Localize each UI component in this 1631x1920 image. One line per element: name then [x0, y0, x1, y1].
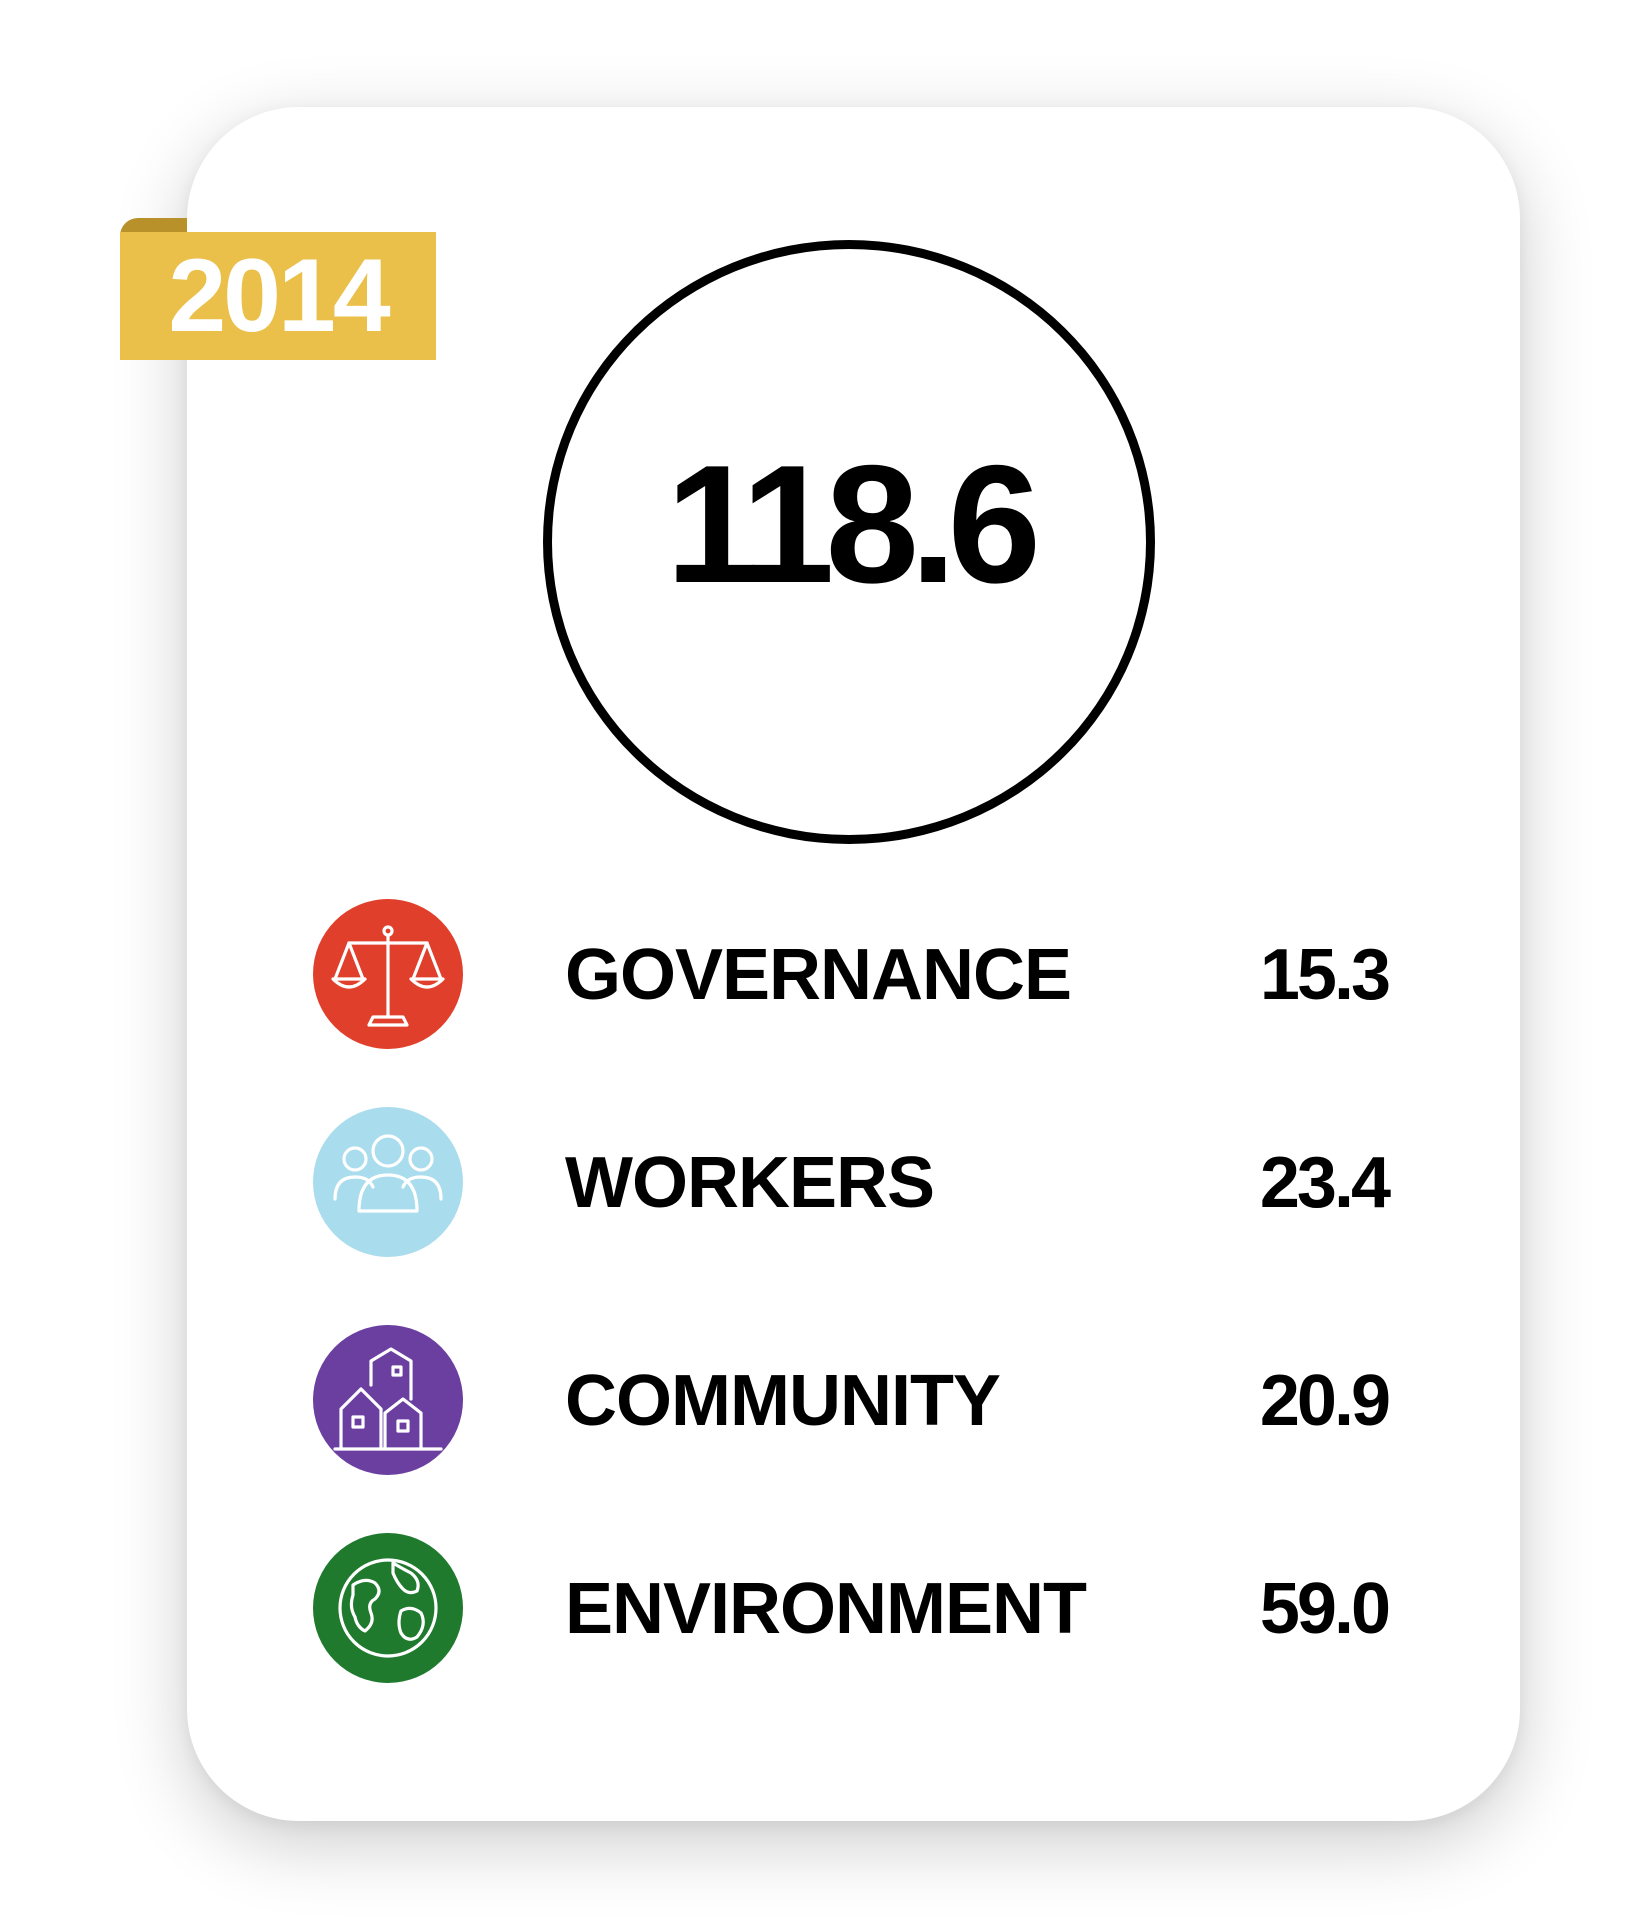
- scales-icon: [313, 899, 463, 1049]
- category-value: 59.0: [1259, 1569, 1391, 1649]
- category-value: 20.9: [1259, 1361, 1391, 1441]
- overall-score-value: 118.6: [665, 430, 1041, 618]
- category-row-environment: ENVIRONMENT 59.0: [0, 1533, 1631, 1683]
- category-row-governance: GOVERNANCE 15.3: [0, 899, 1631, 1049]
- category-label: ENVIRONMENT: [565, 1569, 1087, 1649]
- globe-icon: [313, 1533, 463, 1683]
- year-label: 2014: [168, 238, 390, 354]
- category-label: COMMUNITY: [565, 1361, 1001, 1441]
- year-ribbon-fold: [120, 218, 187, 236]
- category-row-workers: WORKERS 23.4: [0, 1107, 1631, 1257]
- people-icon: [313, 1107, 463, 1257]
- buildings-icon: [313, 1325, 463, 1475]
- year-badge: 2014: [120, 232, 436, 360]
- overall-score-ring: [543, 240, 1155, 844]
- category-label: GOVERNANCE: [565, 935, 1072, 1015]
- category-label: WORKERS: [565, 1143, 935, 1223]
- category-row-community: COMMUNITY 20.9: [0, 1325, 1631, 1475]
- category-value: 15.3: [1259, 935, 1391, 1015]
- category-value: 23.4: [1259, 1143, 1391, 1223]
